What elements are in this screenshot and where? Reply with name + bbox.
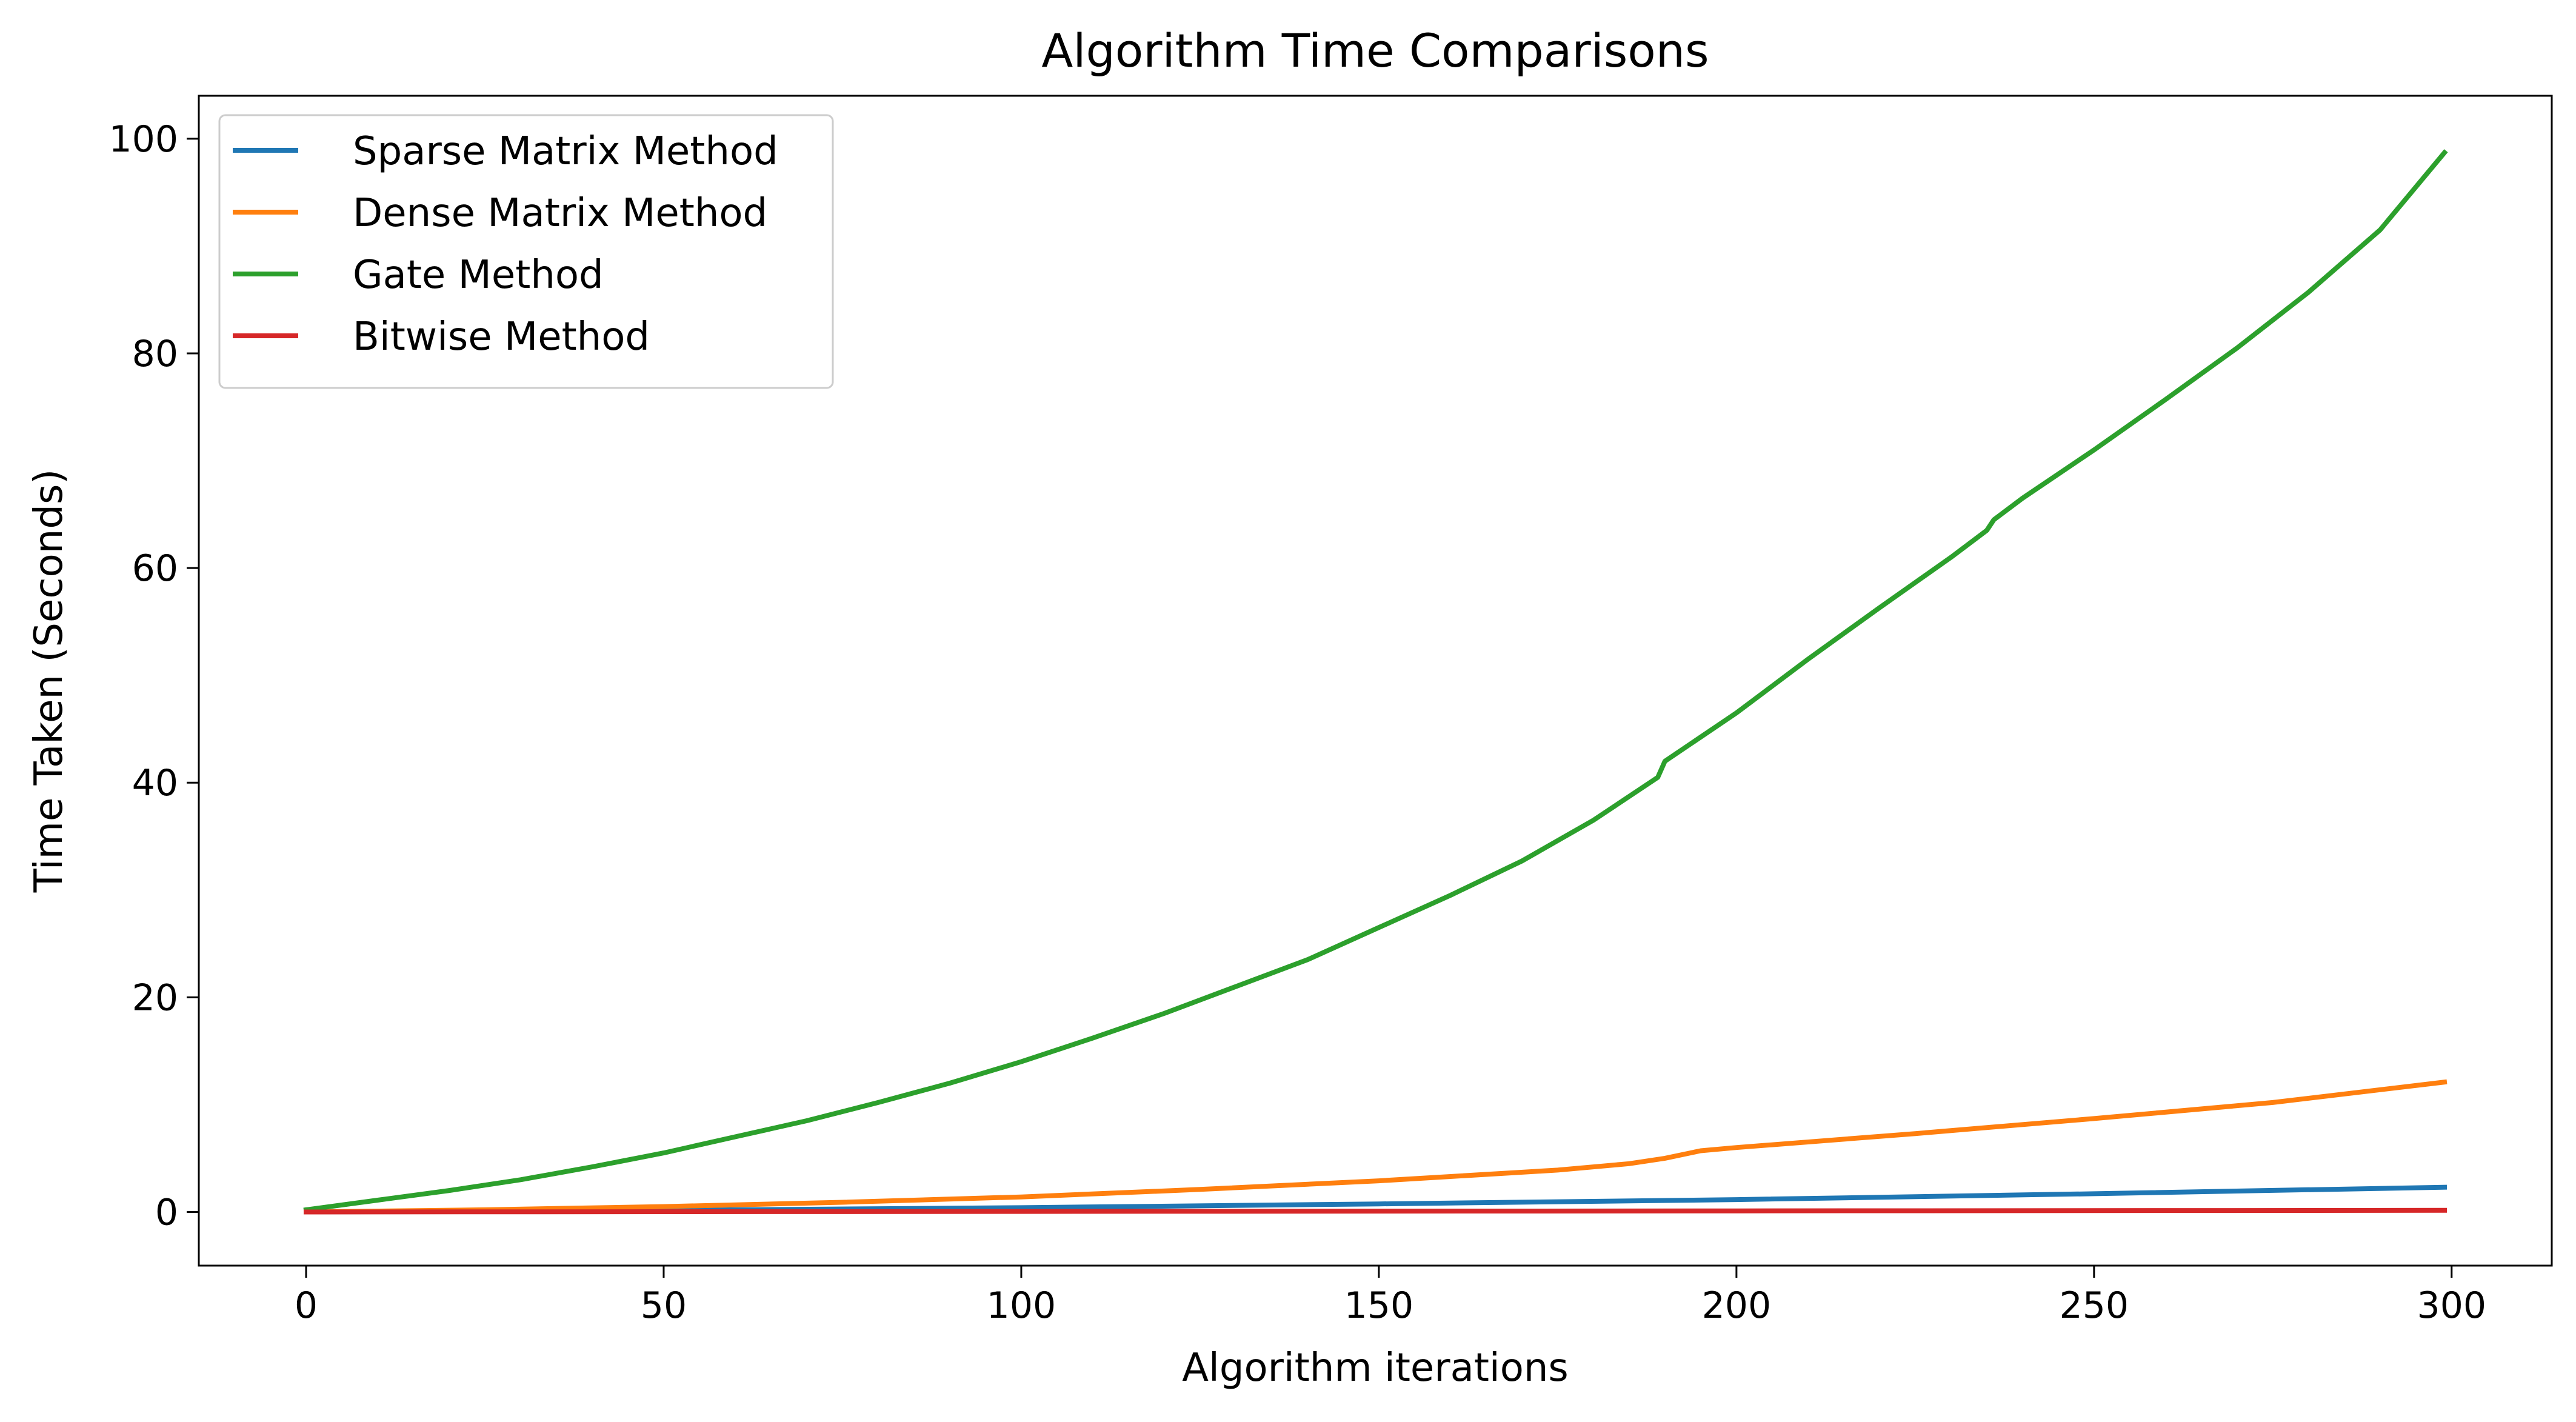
- x-tick-label: 50: [641, 1284, 687, 1327]
- legend-box: [218, 114, 834, 389]
- legend-label: Sparse Matrix Method: [353, 129, 778, 174]
- y-tick-label: 0: [155, 1191, 178, 1233]
- y-tick-label: 20: [132, 976, 178, 1019]
- chart-title: Algorithm Time Comparisons: [1041, 24, 1709, 78]
- y-axis-label: Time Taken (Seconds): [27, 469, 72, 893]
- x-tick-label: 200: [1702, 1284, 1772, 1327]
- legend-label: Bitwise Method: [353, 315, 650, 359]
- x-tick-label: 150: [1344, 1284, 1414, 1327]
- x-tick-label: 100: [987, 1284, 1056, 1327]
- y-tick-label: 60: [132, 547, 178, 590]
- series-layer: [303, 149, 2448, 1215]
- axes-frame: [198, 95, 2553, 1267]
- y-tick-label: 80: [132, 333, 178, 375]
- y-tick-label: 40: [132, 762, 178, 804]
- x-tick-label: 300: [2417, 1284, 2487, 1327]
- series-line-gate-method: [303, 149, 2448, 1213]
- series-line-dense-matrix-method: [303, 1079, 2448, 1215]
- x-tick-label: 0: [295, 1284, 318, 1327]
- legend-label: Dense Matrix Method: [353, 191, 767, 236]
- x-axis-label: Algorithm iterations: [1182, 1346, 1569, 1390]
- x-tick-label: 250: [2060, 1284, 2129, 1327]
- y-tick-label: 100: [108, 118, 178, 161]
- axes-layer: 0 50 100 150 200 250 300 0 20 40 60 80 100: [108, 95, 2553, 1327]
- legend: Sparse Matrix Method Dense Matrix Method G…: [218, 114, 834, 389]
- legend-label: Gate Method: [353, 253, 604, 298]
- series-line-bitwise-method: [303, 1207, 2448, 1215]
